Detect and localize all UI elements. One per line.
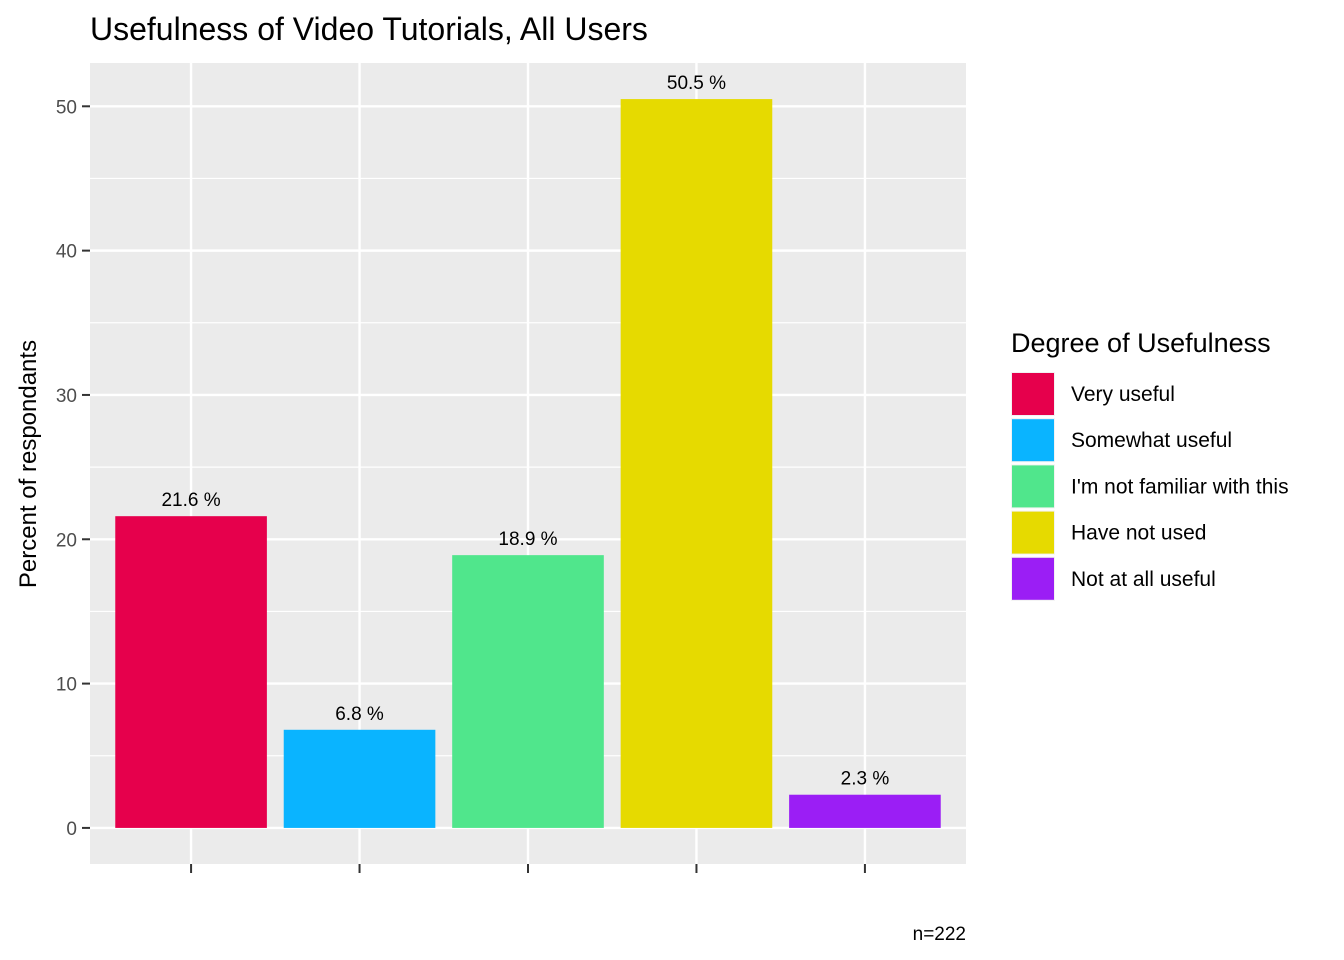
y-axis-title: Percent of respondants xyxy=(15,340,42,588)
bar-value-label: 50.5 % xyxy=(667,73,726,94)
y-axis: 0 10 20 30 40 50 xyxy=(56,97,90,840)
y-tick-label: 40 xyxy=(56,242,77,263)
legend-label: Have not used xyxy=(1071,522,1206,545)
legend-label: Not at all useful xyxy=(1071,568,1216,591)
legend-label: I'm not familiar with this xyxy=(1071,475,1289,498)
legend-swatch xyxy=(1012,465,1054,508)
bar-value-label: 18.9 % xyxy=(498,529,557,550)
y-tick-label: 30 xyxy=(56,386,77,407)
bar-5 xyxy=(789,794,941,828)
legend-label: Somewhat useful xyxy=(1071,429,1232,452)
bar-value-label: 6.8 % xyxy=(335,704,384,725)
y-tick-label: 50 xyxy=(56,97,77,118)
bar-4 xyxy=(620,99,773,828)
legend-swatch xyxy=(1012,511,1054,554)
y-tick-label: 20 xyxy=(56,530,77,551)
legend-swatch xyxy=(1012,557,1054,600)
bar-3 xyxy=(452,555,604,828)
bar-2 xyxy=(283,729,436,828)
bar-1 xyxy=(115,516,267,828)
bar-value-labels: 21.6 % 6.8 % 18.9 % 50.5 % 2.3 % xyxy=(161,73,889,790)
sample-size-caption: n=222 xyxy=(913,924,966,945)
bars xyxy=(115,99,941,828)
legend-label: Very useful xyxy=(1071,383,1175,406)
legend-swatch xyxy=(1012,419,1054,462)
bar-value-label: 21.6 % xyxy=(161,490,220,511)
legend-title: Degree of Usefulness xyxy=(1011,328,1271,358)
legend: Degree of Usefulness Very useful Somewhat… xyxy=(1011,328,1289,601)
y-tick-label: 10 xyxy=(56,675,77,696)
chart-title: Usefulness of Video Tutorials, All Users xyxy=(90,11,648,47)
y-tick-label: 0 xyxy=(66,819,77,840)
x-axis xyxy=(190,864,866,873)
legend-swatch xyxy=(1012,373,1054,415)
bar-value-label: 2.3 % xyxy=(841,769,890,790)
